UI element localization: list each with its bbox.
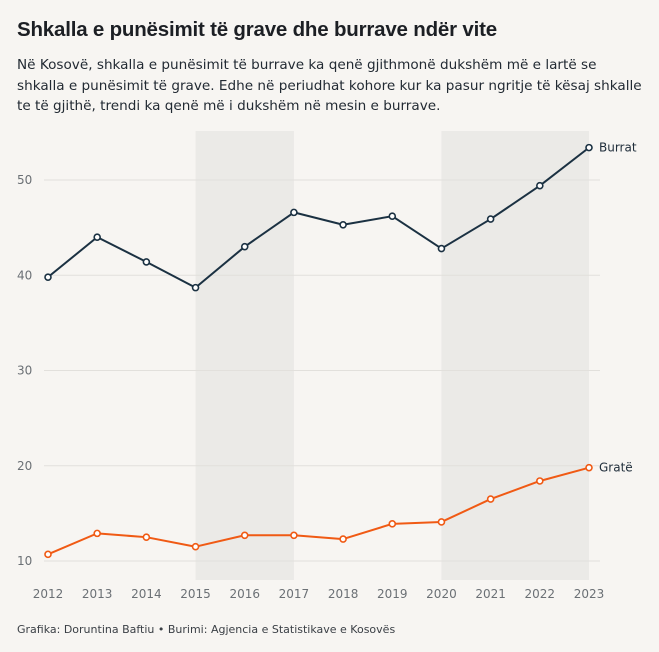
x-tick-label: 2017: [279, 587, 310, 601]
data-point: [93, 233, 101, 241]
x-tick-label: 2023: [574, 587, 605, 601]
data-point: [437, 244, 446, 253]
data-point: [44, 550, 52, 559]
x-tick-label: 2014: [131, 587, 162, 601]
x-tick-label: 2018: [328, 587, 359, 601]
data-point: [388, 520, 397, 528]
y-tick-label: 20: [17, 459, 32, 473]
source-credit: Grafika: Doruntina Baftiu • Burimi: Agje…: [17, 623, 396, 636]
x-tick-label: 2022: [525, 587, 556, 601]
data-point: [536, 477, 544, 485]
x-tick-label: 2013: [82, 587, 113, 601]
data-point: [290, 531, 298, 540]
chart-subtitle: Në Kosovë, shkalla e punësimit të burrav…: [17, 57, 642, 114]
line-chart: 10 20 30 40 50 2012 2013 2014 2015 2016 2017 2018 20…: [17, 131, 637, 601]
data-point: [142, 258, 151, 266]
y-tick-label: 10: [17, 554, 32, 568]
data-point: [93, 529, 101, 538]
data-point: [240, 531, 249, 540]
chart-title: Shkalla e punësimit të grave dhe burrave…: [17, 18, 497, 41]
series-label: Burrat: [599, 141, 637, 155]
y-tick-label: 50: [17, 173, 32, 187]
x-tick-label: 2012: [33, 587, 64, 601]
data-point: [191, 542, 200, 551]
shaded-period: [195, 131, 294, 580]
data-point: [585, 143, 593, 152]
series-line: [47, 146, 590, 289]
x-tick-label: 2015: [180, 587, 211, 601]
data-point: [486, 495, 495, 503]
y-tick-label: 40: [17, 268, 32, 282]
data-point: [142, 533, 151, 541]
data-point: [437, 518, 446, 526]
data-point: [191, 283, 200, 292]
data-point: [240, 242, 249, 251]
x-tick-label: 2020: [426, 587, 457, 601]
data-point: [290, 208, 298, 217]
y-tick-label: 30: [17, 364, 32, 378]
x-tick-label: 2019: [377, 587, 408, 601]
data-point: [585, 463, 593, 472]
series-line: [47, 466, 590, 556]
x-tick-label: 2016: [229, 587, 260, 601]
data-point: [536, 181, 544, 190]
x-tick-label: 2021: [475, 587, 506, 601]
data-point: [44, 273, 52, 281]
shaded-period: [441, 131, 589, 580]
data-point: [388, 212, 397, 220]
data-point: [339, 535, 347, 543]
data-point: [486, 215, 495, 223]
data-point: [339, 220, 347, 229]
series-label: Gratë: [599, 461, 633, 475]
